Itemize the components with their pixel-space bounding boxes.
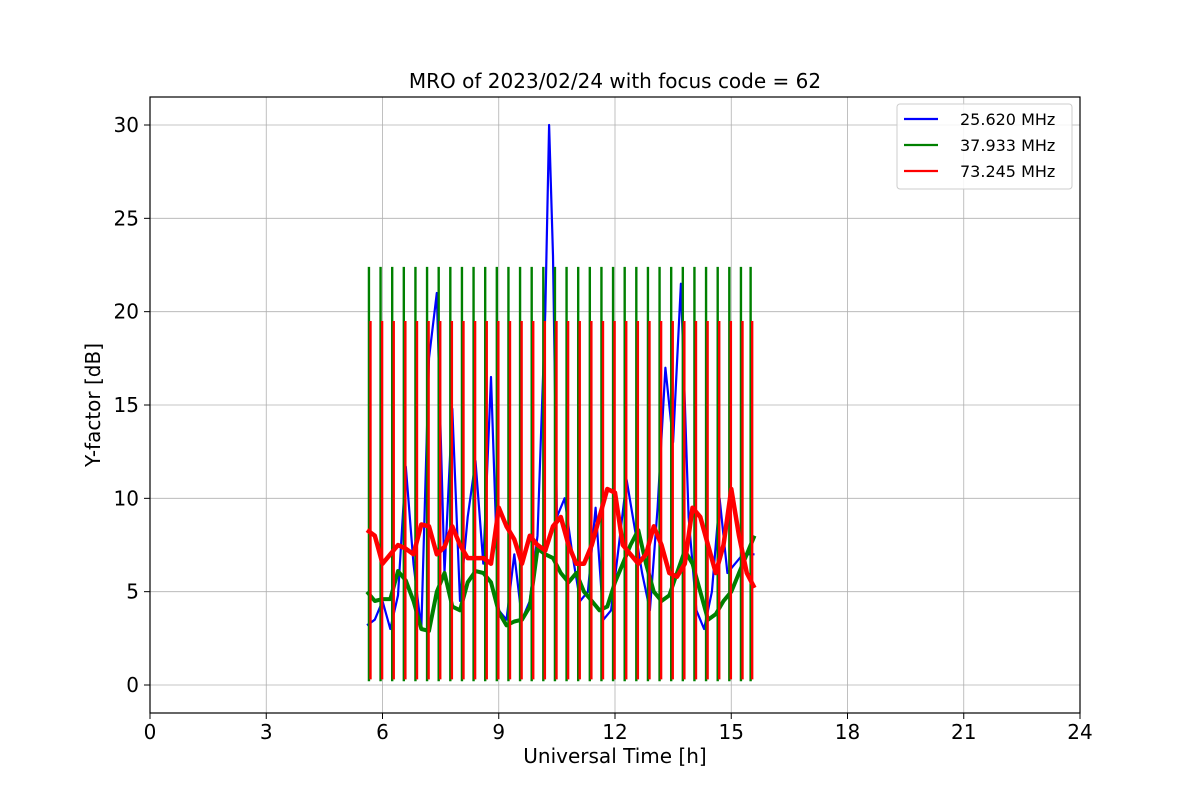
x-axis-label: Universal Time [h] — [523, 744, 706, 768]
x-tick-label: 18 — [835, 720, 860, 744]
legend-label: 37.933 MHz — [960, 136, 1055, 155]
y-axis-label: Y-factor [dB] — [81, 343, 105, 468]
legend-label: 73.245 MHz — [960, 162, 1055, 181]
y-tick-label: 0 — [126, 673, 139, 697]
y-tick-label: 25 — [114, 206, 139, 230]
x-tick-label: 24 — [1067, 720, 1092, 744]
x-tick-label: 15 — [719, 720, 744, 744]
x-tick-label: 21 — [951, 720, 976, 744]
x-tick-label: 3 — [260, 720, 273, 744]
x-tick-label: 0 — [144, 720, 157, 744]
legend-label: 25.620 MHz — [960, 110, 1055, 129]
x-tick-label: 6 — [376, 720, 389, 744]
series-layer — [365, 123, 757, 682]
legend: 25.620 MHz 37.933 MHz 73.245 MHz — [896, 103, 1073, 190]
x-tick-label: 9 — [492, 720, 505, 744]
x-tick-label: 12 — [602, 720, 627, 744]
y-tick-label: 30 — [114, 113, 139, 137]
y-axis-ticks: 0 5 10 15 20 25 30 — [114, 113, 150, 697]
y-tick-label: 15 — [114, 393, 139, 417]
x-axis-ticks: 0 3 6 9 12 15 18 21 24 — [144, 713, 1093, 744]
y-tick-label: 20 — [114, 300, 139, 324]
y-tick-label: 10 — [114, 486, 139, 510]
legend-items: 25.620 MHz 37.933 MHz 73.245 MHz — [904, 110, 1055, 181]
chart-title: MRO of 2023/02/24 with focus code = 62 — [409, 69, 821, 93]
series-line-37-933-mhz — [365, 528, 757, 633]
y-tick-label: 5 — [126, 580, 139, 604]
series-line-73-245-mhz — [365, 486, 757, 589]
legend-box — [896, 103, 1073, 190]
